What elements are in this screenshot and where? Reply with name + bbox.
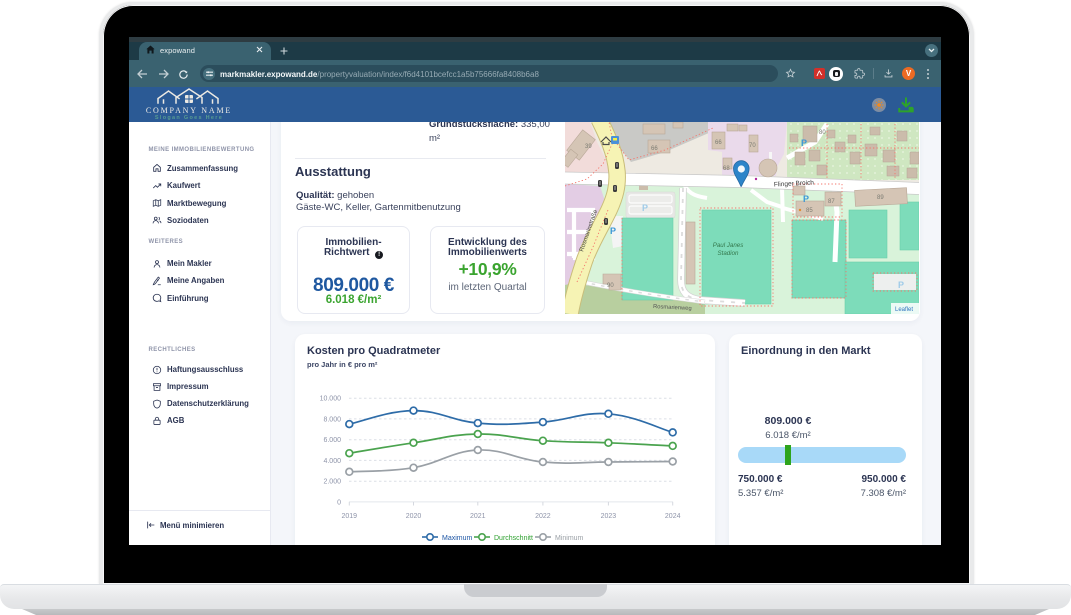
- svg-text:P: P: [803, 194, 809, 204]
- svg-text:66: 66: [715, 140, 722, 146]
- svg-text:Maximum: Maximum: [442, 535, 473, 542]
- svg-text:85: 85: [806, 208, 813, 214]
- svg-text:P: P: [642, 203, 648, 213]
- svg-text:Flinger Broich: Flinger Broich: [774, 179, 815, 188]
- svg-text:6.000: 6.000: [323, 437, 341, 444]
- svg-text:2022: 2022: [535, 513, 551, 520]
- svg-text:8.000: 8.000: [323, 416, 341, 423]
- svg-text:Leaflet: Leaflet: [895, 307, 913, 313]
- svg-text:2020: 2020: [406, 513, 422, 520]
- svg-text:Durchschnitt: Durchschnitt: [494, 535, 533, 542]
- svg-text:P: P: [801, 138, 807, 148]
- svg-text:80: 80: [819, 130, 826, 136]
- svg-text:0: 0: [337, 499, 341, 506]
- svg-text:2024: 2024: [665, 513, 681, 520]
- svg-text:P: P: [610, 226, 616, 236]
- svg-text:4.000: 4.000: [323, 458, 341, 465]
- svg-text:2021: 2021: [470, 513, 486, 520]
- svg-text:Rosmarienweg: Rosmarienweg: [653, 304, 692, 312]
- svg-text:Minimum: Minimum: [555, 535, 584, 542]
- svg-text:2019: 2019: [342, 513, 358, 520]
- svg-text:90: 90: [607, 283, 614, 289]
- svg-text:68: 68: [723, 166, 730, 172]
- svg-text:87: 87: [828, 199, 835, 205]
- svg-text:10.000: 10.000: [320, 396, 342, 403]
- svg-text:P: P: [898, 280, 904, 290]
- svg-text:2.000: 2.000: [323, 479, 341, 486]
- svg-text:Paul Janes: Paul Janes: [713, 242, 744, 249]
- svg-text:70: 70: [749, 143, 756, 149]
- svg-text:Stadion: Stadion: [718, 250, 740, 257]
- svg-text:2023: 2023: [601, 513, 617, 520]
- svg-text:66: 66: [651, 146, 658, 152]
- svg-text:39: 39: [585, 144, 592, 150]
- svg-text:89: 89: [877, 195, 884, 201]
